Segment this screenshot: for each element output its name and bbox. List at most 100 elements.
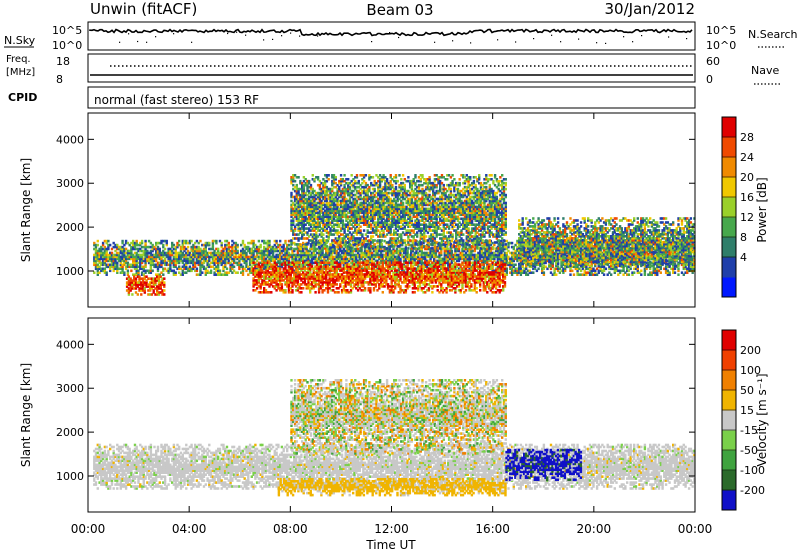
heatmap-cell	[268, 245, 271, 249]
heatmap-cell	[142, 251, 145, 255]
heatmap-cell	[144, 265, 147, 269]
heatmap-cell	[218, 253, 222, 257]
heatmap-cell	[185, 257, 188, 261]
heatmap-cell	[167, 259, 170, 263]
heatmap-cell	[109, 243, 112, 247]
heatmap-cell	[174, 261, 177, 265]
heatmap-cell	[659, 271, 662, 274]
heatmap-cell	[160, 265, 163, 269]
heatmap-cell	[245, 259, 248, 263]
nsearch-dot	[641, 35, 643, 37]
heatmap-cell	[220, 253, 223, 257]
heatmap-cell	[245, 269, 248, 273]
heatmap-cell	[162, 259, 165, 263]
nsearch-tick-bottom: 10^0	[706, 39, 736, 52]
heatmap-cell	[133, 263, 137, 267]
heatmap-cell	[176, 251, 179, 255]
heatmap-cell	[282, 255, 285, 259]
heatmap-cell	[140, 255, 144, 259]
heatmap-cell	[124, 247, 128, 251]
heatmap-cell	[139, 265, 142, 269]
heatmap-cell	[229, 257, 232, 261]
heatmap-cell	[280, 257, 284, 261]
heatmap-cell	[224, 257, 227, 261]
heatmap-cell	[117, 251, 121, 255]
heatmap-cell	[167, 249, 170, 253]
heatmap-cell	[105, 257, 108, 261]
heatmap-cell	[287, 247, 291, 251]
heatmap-cell	[277, 255, 280, 259]
heatmap-cell	[162, 245, 165, 249]
heatmap-cell	[93, 259, 96, 263]
heatmap-cell	[135, 239, 138, 243]
heatmap-cell	[192, 259, 195, 263]
heatmap-cell	[222, 261, 225, 265]
heatmap-cell	[123, 271, 126, 274]
heatmap-cell	[217, 269, 220, 273]
heatmap-cell	[275, 247, 278, 251]
heatmap-cell	[217, 251, 220, 255]
heatmap-cell	[121, 253, 124, 257]
heatmap-cell	[112, 267, 115, 271]
heatmap-cell	[100, 269, 103, 273]
heatmap-cell	[263, 245, 266, 249]
heatmap-cell	[155, 263, 158, 267]
heatmap-cell	[245, 253, 248, 257]
heatmap-cell	[124, 259, 128, 263]
heatmap-cell	[215, 257, 218, 261]
heatmap-cell	[225, 257, 229, 261]
heatmap-cell	[181, 255, 184, 259]
heatmap-cell	[202, 261, 206, 265]
nsearch-tick-top: 10^5	[706, 24, 736, 37]
heatmap-cell	[130, 241, 133, 245]
heatmap-cell	[135, 259, 138, 263]
heatmap-cell	[254, 255, 257, 259]
heatmap-cell	[128, 255, 131, 259]
heatmap-cell	[236, 261, 239, 265]
heatmap-cell	[156, 245, 160, 249]
heatmap-cell	[215, 255, 218, 259]
heatmap-cell	[241, 251, 245, 255]
heatmap-cell	[140, 241, 144, 245]
heatmap-cell	[204, 253, 207, 257]
heatmap-cell	[268, 243, 271, 247]
heatmap-cell	[172, 259, 176, 263]
heatmap-cell	[121, 267, 124, 271]
heatmap-cell	[144, 257, 147, 261]
heatmap-cell	[247, 255, 250, 259]
heatmap-cell	[224, 263, 227, 267]
heatmap-cell	[132, 239, 135, 243]
heatmap-cell	[236, 249, 239, 253]
heatmap-cell	[266, 239, 269, 243]
heatmap-cell	[147, 269, 151, 273]
heatmap-cell	[188, 265, 192, 269]
heatmap-cell	[156, 273, 160, 276]
heatmap-cell	[224, 265, 227, 269]
heatmap-cell	[158, 251, 161, 255]
heatmap-cell	[282, 271, 285, 274]
heatmap-cell	[263, 247, 266, 251]
heatmap-cell	[153, 245, 156, 249]
heatmap-cell	[201, 243, 204, 247]
heatmap-cell	[231, 251, 234, 255]
heatmap-cell	[119, 251, 122, 255]
heatmap-cell	[169, 261, 172, 265]
heatmap-cell	[213, 263, 216, 267]
heatmap-cell	[100, 255, 103, 259]
heatmap-cell	[94, 247, 98, 251]
heatmap-cell	[273, 247, 276, 251]
heatmap-cell	[277, 257, 280, 261]
heatmap-cell	[348, 263, 351, 266]
heatmap-cell	[146, 245, 149, 249]
heatmap-cell	[153, 247, 156, 251]
heatmap-cell	[286, 257, 289, 261]
heatmap-cell	[130, 249, 133, 253]
heatmap-cell	[255, 253, 259, 257]
heatmap-cell	[98, 257, 101, 261]
heatmap-cell	[211, 245, 215, 249]
heatmap-cell	[229, 245, 232, 249]
heatmap-cell	[268, 259, 271, 263]
heatmap-cell	[133, 257, 137, 261]
heatmap-cell	[133, 243, 137, 247]
heatmap-cell	[153, 257, 156, 261]
